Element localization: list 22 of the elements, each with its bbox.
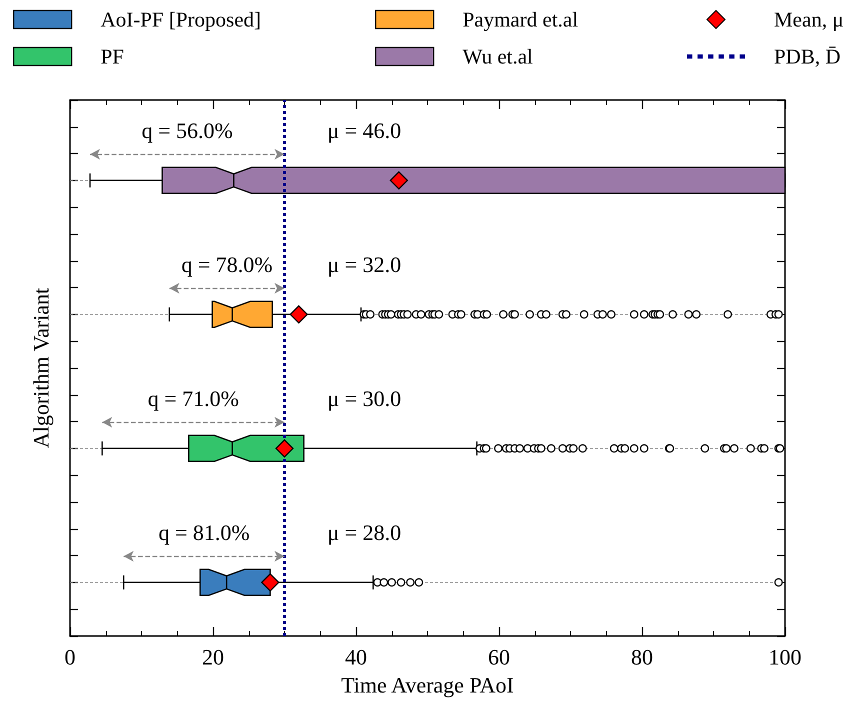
annotation: q = 71.0% [148,386,239,411]
x-axis-title: Time Average PAoI [341,672,514,698]
annotation: q = 78.0% [181,252,273,277]
x-tick-label: 0 [64,644,76,670]
x-tick-label: 100 [768,644,802,670]
x-tick-label: 40 [345,644,367,670]
legend-label: PDB, D̄ [774,44,841,68]
x-tick-label: 80 [631,644,653,670]
annotation: q = 56.0% [142,118,233,143]
x-tick-label: 20 [202,644,224,670]
annotation: q = 81.0% [158,520,250,545]
legend-label: Mean, μ [774,8,844,32]
annotation: μ = 30.0 [327,386,402,411]
legend-label: PF [100,44,124,68]
legend-label: Wu et.al [462,44,534,68]
x-tick-label: 60 [488,644,510,670]
y-axis-title: Algorithm Variant [28,288,54,448]
annotation: μ = 28.0 [327,520,402,545]
legend-label: AoI-PF [Proposed] [100,8,262,32]
annotation: μ = 32.0 [327,252,402,277]
legend-label: Paymard et.al [462,8,578,32]
annotation: μ = 46.0 [327,118,402,143]
